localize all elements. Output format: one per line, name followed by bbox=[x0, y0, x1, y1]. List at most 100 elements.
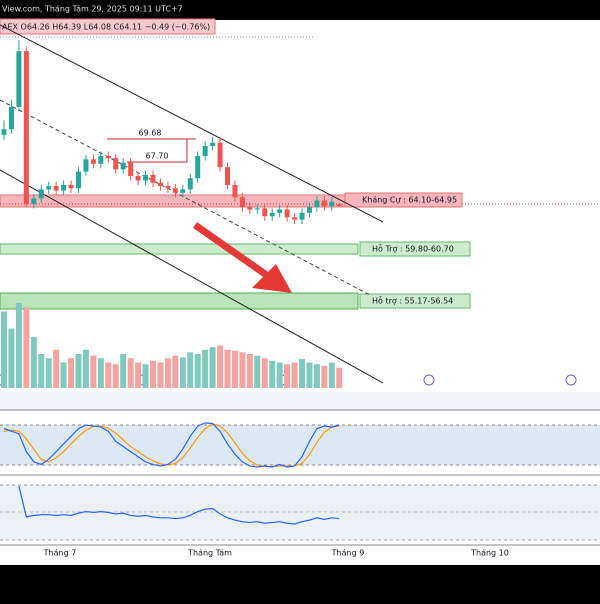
volume-bar bbox=[179, 357, 186, 388]
bottom-bar bbox=[0, 565, 600, 600]
candle-body bbox=[277, 209, 283, 213]
volume-bar bbox=[23, 307, 30, 388]
volume-bar bbox=[306, 362, 313, 388]
volume-bar bbox=[8, 328, 15, 388]
volume-bar bbox=[30, 337, 37, 388]
candle-body bbox=[53, 186, 59, 191]
time-label: Tháng 9 bbox=[331, 549, 365, 558]
header-source: View.com, Tháng Tám 29, 2025 09:11 UTC+7 bbox=[2, 5, 183, 14]
volume-bar bbox=[60, 362, 67, 388]
volume-bar bbox=[105, 362, 112, 388]
volume-bar bbox=[142, 364, 149, 388]
candle-body bbox=[321, 200, 327, 207]
volume-bar bbox=[90, 355, 97, 388]
support-zone-2 bbox=[0, 292, 359, 310]
volume-bar bbox=[127, 358, 134, 388]
candle-body bbox=[83, 159, 89, 172]
candle-body bbox=[165, 186, 171, 189]
volume-bar bbox=[15, 303, 22, 388]
resistance-label-box bbox=[344, 192, 463, 208]
candle-body bbox=[68, 184, 74, 189]
candle-body bbox=[150, 174, 156, 183]
volume-bar bbox=[224, 349, 231, 388]
candle-body bbox=[329, 201, 335, 207]
candle-body bbox=[210, 142, 216, 146]
candle-body bbox=[120, 162, 126, 170]
volume-bar bbox=[276, 362, 283, 388]
volume-bar bbox=[231, 350, 238, 388]
resistance-label: Kháng Cự : 64.10-64.95 bbox=[362, 196, 457, 206]
candle-body bbox=[8, 106, 14, 130]
candle-body bbox=[61, 184, 67, 191]
arrow-shaft bbox=[192, 222, 281, 286]
volume-bar bbox=[135, 362, 142, 388]
candle-body bbox=[105, 155, 111, 159]
volume-bar bbox=[164, 358, 171, 388]
quote-box bbox=[0, 18, 216, 35]
support-zone-1 bbox=[0, 243, 359, 255]
support-label-1: Hỗ Trợ : 59.80-60.70 bbox=[372, 244, 454, 254]
resistance-zone bbox=[0, 194, 346, 208]
candle-body bbox=[31, 198, 37, 204]
candle-body bbox=[23, 51, 29, 204]
volume-bar bbox=[53, 349, 60, 388]
header-quote: AEX O64.26 H64.39 L64.08 C64.11 −0.49 (−… bbox=[2, 23, 210, 32]
volume-bar bbox=[1, 311, 7, 388]
candle-body bbox=[113, 158, 119, 170]
candle-body bbox=[38, 189, 44, 199]
candle-body bbox=[336, 204, 342, 207]
volume-bar bbox=[261, 358, 268, 388]
volume-bar bbox=[150, 360, 156, 388]
volume-bar bbox=[254, 355, 261, 388]
volume-bar bbox=[209, 347, 216, 388]
candle-body bbox=[247, 207, 253, 210]
volume-bar bbox=[112, 364, 119, 388]
high-line-2 bbox=[127, 139, 188, 163]
candle-body bbox=[314, 200, 320, 208]
volume-bar bbox=[82, 349, 89, 388]
candle-body bbox=[1, 129, 7, 135]
candle-body bbox=[306, 207, 312, 213]
volume-bar bbox=[172, 355, 179, 388]
candle-body bbox=[180, 189, 186, 193]
volume-bar bbox=[202, 349, 209, 388]
support-label-2: Hỗ trợ : 55.17-56.54 bbox=[372, 296, 453, 306]
volume-bar bbox=[284, 364, 291, 388]
candle-body bbox=[187, 178, 193, 190]
candle-body bbox=[172, 188, 178, 193]
high-label-1: 69.68 bbox=[139, 129, 162, 138]
candle-body bbox=[254, 208, 260, 210]
support-label-box-2 bbox=[359, 293, 471, 309]
candle-body bbox=[299, 212, 305, 220]
candle-body bbox=[98, 155, 104, 164]
time-label: Tháng Tám bbox=[187, 549, 232, 558]
volume-bar bbox=[299, 359, 305, 388]
support-label-box-1 bbox=[359, 241, 471, 257]
candle-body bbox=[217, 142, 223, 168]
volume-bar bbox=[157, 362, 164, 388]
channel-upper bbox=[0, 24, 384, 223]
pane-divider bbox=[0, 392, 600, 410]
volume-bar bbox=[194, 354, 201, 388]
volume-bar bbox=[45, 358, 52, 388]
volume-bar bbox=[68, 358, 75, 388]
volume-bar bbox=[328, 362, 335, 388]
candle-body bbox=[269, 212, 275, 217]
volume-bar bbox=[75, 354, 82, 388]
volume-bar bbox=[291, 362, 298, 388]
volume-bar bbox=[313, 364, 320, 388]
volume-bar bbox=[97, 358, 104, 388]
volume-bar bbox=[321, 365, 328, 388]
arrow-head bbox=[252, 264, 292, 293]
channel-lower bbox=[0, 169, 384, 384]
candle-body bbox=[292, 217, 298, 220]
volume-bar bbox=[187, 352, 194, 388]
volume-bar bbox=[269, 360, 276, 388]
top-bar bbox=[0, 0, 600, 20]
candle-body bbox=[16, 51, 22, 107]
volume-bar bbox=[246, 354, 253, 388]
time-label: Tháng 7 bbox=[43, 549, 77, 558]
candle-body bbox=[90, 159, 96, 164]
candle-body bbox=[128, 162, 134, 177]
